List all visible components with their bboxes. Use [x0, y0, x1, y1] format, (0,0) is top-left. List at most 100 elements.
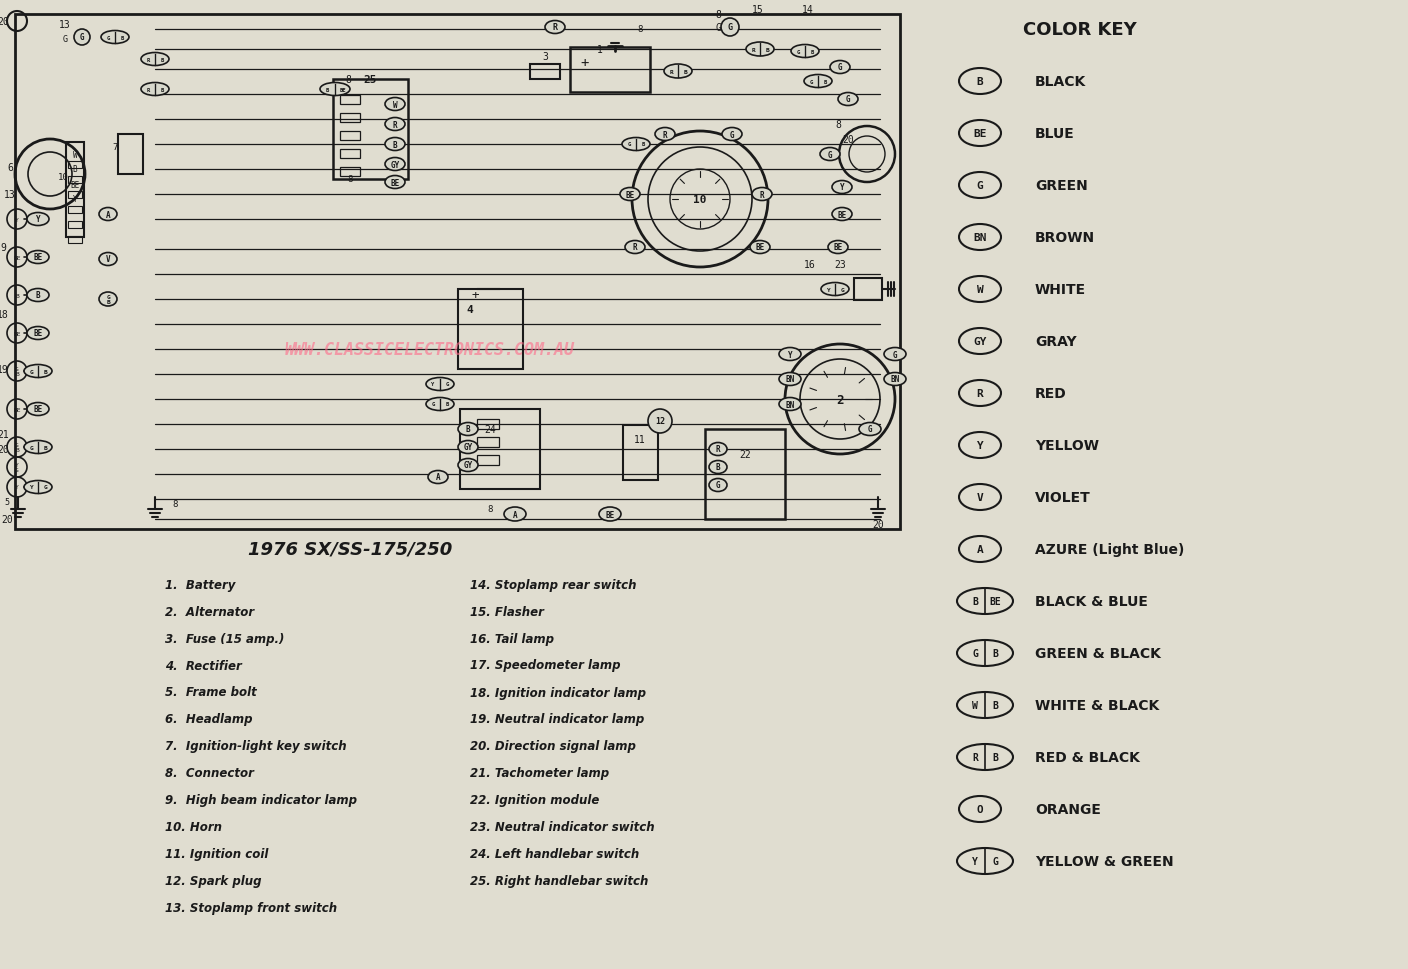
Text: 2.  Alternator: 2. Alternator [165, 605, 253, 618]
Text: R: R [760, 190, 765, 200]
Text: 23: 23 [834, 260, 846, 269]
Text: R: R [146, 87, 149, 92]
Text: 18. Ignition indicator lamp: 18. Ignition indicator lamp [470, 686, 646, 699]
Text: 24: 24 [484, 424, 496, 434]
Text: RED: RED [1035, 387, 1067, 400]
Text: B: B [993, 648, 998, 658]
Bar [0, 0, 919, 535]
Text: 14. Stoplamp rear switch: 14. Stoplamp rear switch [470, 578, 636, 591]
Circle shape [721, 19, 739, 37]
Ellipse shape [829, 61, 850, 75]
Text: WHITE: WHITE [1035, 283, 1086, 297]
Text: YELLOW: YELLOW [1035, 439, 1100, 453]
Text: Y: Y [73, 196, 77, 204]
Bar [705, 429, 786, 519]
Text: 20: 20 [1, 515, 13, 524]
Text: Y: Y [972, 857, 979, 866]
Bar [68, 236, 82, 243]
Text: WHITE & BLACK: WHITE & BLACK [1035, 699, 1159, 712]
Text: YELLOW & GREEN: YELLOW & GREEN [1035, 854, 1174, 868]
Text: W: W [977, 285, 983, 295]
Text: 11. Ignition coil: 11. Ignition coil [165, 848, 269, 860]
Text: 16: 16 [804, 260, 815, 269]
Ellipse shape [384, 99, 406, 111]
Text: Y: Y [35, 215, 41, 224]
Text: GRAY: GRAY [1035, 334, 1077, 349]
Text: 3: 3 [542, 52, 548, 62]
Ellipse shape [504, 508, 527, 521]
Text: Y: Y [15, 217, 18, 222]
Ellipse shape [320, 83, 351, 96]
Text: O: O [977, 804, 983, 814]
Text: B: B [972, 596, 979, 607]
Text: B: B [73, 166, 77, 174]
Ellipse shape [427, 378, 453, 391]
Ellipse shape [99, 208, 117, 221]
Text: BE: BE [70, 180, 80, 189]
Ellipse shape [959, 484, 1001, 511]
Ellipse shape [957, 744, 1012, 770]
Bar [15, 15, 900, 529]
Text: BN: BN [973, 233, 987, 243]
Text: A: A [513, 510, 517, 519]
Text: BE: BE [13, 255, 21, 261]
Ellipse shape [959, 797, 1001, 822]
Ellipse shape [838, 93, 857, 107]
Ellipse shape [959, 69, 1001, 95]
Ellipse shape [959, 277, 1001, 302]
Text: B: B [715, 463, 721, 472]
Text: 8: 8 [835, 120, 841, 130]
Bar [339, 95, 360, 105]
Text: 10: 10 [58, 173, 69, 182]
Bar [622, 425, 658, 480]
Text: B: B [44, 445, 46, 450]
Ellipse shape [99, 253, 117, 266]
Text: 10. Horn: 10. Horn [165, 821, 222, 833]
Text: BE: BE [339, 87, 346, 92]
Bar [919, 0, 1408, 535]
Ellipse shape [779, 373, 801, 386]
Text: 20: 20 [0, 445, 8, 454]
Text: 20: 20 [842, 135, 853, 144]
Ellipse shape [828, 241, 848, 254]
Ellipse shape [625, 241, 645, 254]
Text: W: W [73, 150, 77, 159]
Text: G: G [993, 857, 998, 866]
Text: G: G [810, 79, 812, 84]
Ellipse shape [427, 398, 453, 411]
Ellipse shape [957, 848, 1012, 874]
Text: BE: BE [390, 178, 400, 187]
Text: Y: Y [839, 183, 845, 192]
Ellipse shape [598, 508, 621, 521]
Ellipse shape [24, 441, 52, 454]
Ellipse shape [884, 348, 905, 361]
Ellipse shape [620, 188, 641, 202]
Text: R: R [750, 47, 755, 52]
Text: B: B [35, 292, 41, 300]
Bar [477, 455, 498, 465]
Text: R: R [146, 57, 149, 62]
Text: Y: Y [15, 485, 18, 490]
Ellipse shape [959, 172, 1001, 199]
Text: GY: GY [463, 443, 473, 452]
Text: BE: BE [34, 253, 42, 263]
Text: RED & BLACK: RED & BLACK [1035, 750, 1140, 765]
Text: 1.  Battery: 1. Battery [165, 578, 235, 591]
Ellipse shape [141, 83, 169, 96]
Text: R: R [715, 445, 721, 454]
Text: 23. Neutral indicator switch: 23. Neutral indicator switch [470, 821, 655, 833]
Text: WWW.CLASSICELECTRONICS.COM.AU: WWW.CLASSICELECTRONICS.COM.AU [284, 341, 574, 359]
Text: 8: 8 [172, 500, 177, 509]
Ellipse shape [101, 31, 130, 45]
Ellipse shape [384, 118, 406, 132]
Text: B: B [765, 47, 769, 52]
Text: 5: 5 [4, 498, 10, 507]
Text: BE: BE [34, 329, 42, 338]
Text: G: G [867, 425, 873, 434]
Text: COLOR KEY: COLOR KEY [1024, 21, 1136, 39]
Text: G
B: G B [106, 295, 110, 305]
Text: BN: BN [890, 375, 900, 384]
Bar [855, 279, 881, 300]
Text: Y: Y [826, 287, 829, 293]
Bar [68, 221, 82, 229]
